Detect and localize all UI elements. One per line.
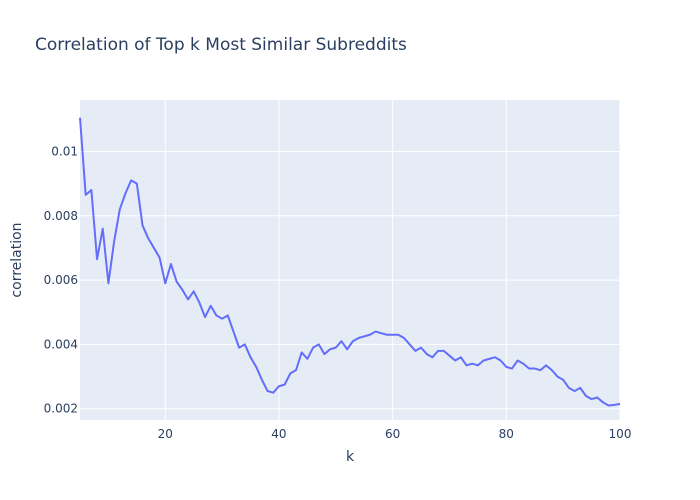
x-gridlines — [164, 100, 621, 420]
correlation-series-line — [79, 117, 621, 407]
y-tick-label: 0.01 — [51, 144, 78, 158]
y-tick-label: 0.002 — [44, 402, 78, 416]
x-tick-label: 20 — [158, 427, 173, 441]
plot-area — [80, 100, 620, 420]
x-tick-label: 60 — [385, 427, 400, 441]
x-axis-title: k — [346, 449, 355, 465]
x-tick-label: 100 — [609, 427, 632, 441]
y-axis-ticks: 0.002 0.004 0.006 0.008 0.01 — [44, 144, 78, 415]
y-tick-label: 0.004 — [44, 337, 78, 351]
chart-title: Correlation of Top k Most Similar Subred… — [35, 35, 407, 55]
y-tick-label: 0.008 — [44, 209, 78, 223]
x-axis-ticks: 20 40 60 80 100 — [158, 427, 632, 441]
y-gridlines — [80, 150, 620, 410]
x-tick-label: 40 — [271, 427, 286, 441]
y-axis-title: correlation — [9, 222, 25, 297]
x-tick-label: 80 — [499, 427, 514, 441]
y-tick-label: 0.006 — [44, 273, 78, 287]
